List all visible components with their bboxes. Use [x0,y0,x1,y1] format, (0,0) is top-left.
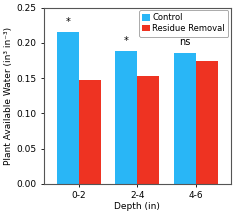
Bar [115,51,137,184]
Bar [137,76,160,184]
Legend: Control, Residue Removal: Control, Residue Removal [139,10,228,37]
Bar [173,53,196,184]
Bar [196,61,218,184]
X-axis label: Depth (in): Depth (in) [114,202,160,211]
Y-axis label: Plant Available Water (in³ in⁻³): Plant Available Water (in³ in⁻³) [4,27,13,165]
Text: ns: ns [179,37,190,47]
Text: *: * [124,36,129,46]
Bar [57,32,79,184]
Bar [79,80,101,184]
Text: *: * [65,17,70,27]
